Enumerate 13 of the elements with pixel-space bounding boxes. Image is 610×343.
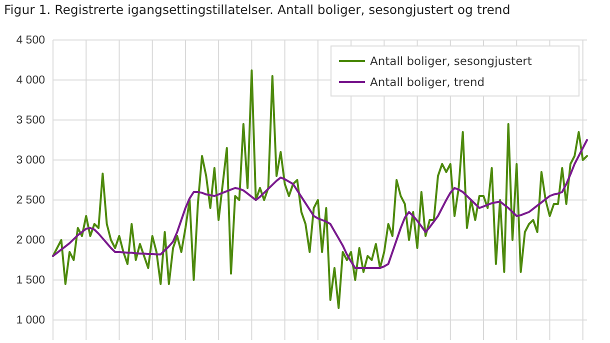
y-tick-label: 2 500 — [16, 194, 45, 207]
line-series — [52, 69, 588, 309]
y-tick-label: 1 000 — [16, 314, 45, 327]
y-tick-label: 2 000 — [16, 234, 45, 247]
legend-label: Antall boliger, sesongjustert — [370, 54, 532, 68]
legend-label: Antall boliger, trend — [370, 75, 485, 89]
y-tick-label: 3 500 — [16, 114, 45, 127]
line-series — [52, 139, 588, 269]
y-tick-label: 4 500 — [16, 34, 45, 47]
y-tick-label: 4 000 — [16, 74, 45, 87]
y-tick-label: 3 000 — [16, 154, 45, 167]
chart-title: Figur 1. Registrerte igangsettingstillatelser. Antall boliger, sesongjustert og trend — [4, 2, 510, 17]
y-tick-label: 1 500 — [16, 274, 45, 287]
